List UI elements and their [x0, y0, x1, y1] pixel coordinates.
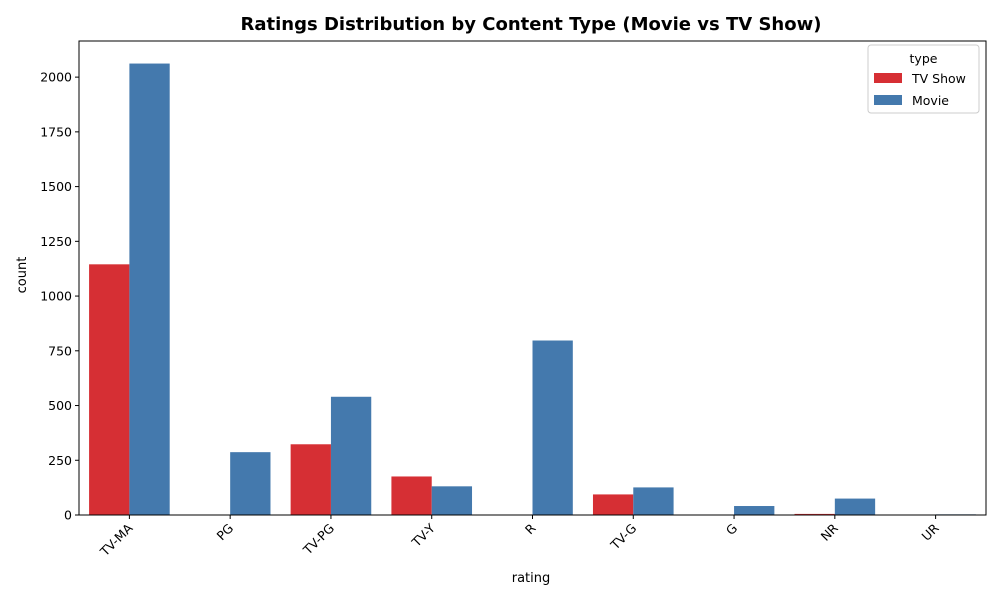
y-tick-label: 1750: [40, 124, 72, 139]
y-tick-label: 750: [48, 343, 72, 358]
legend: type TV Show Movie: [867, 44, 980, 114]
x-tick-label: TV-PG: [299, 521, 337, 559]
legend-swatch: [874, 95, 902, 105]
x-axis-label: rating: [512, 571, 551, 586]
y-tick-label: 2000: [40, 70, 72, 85]
y-axis-label: count: [15, 257, 30, 294]
x-tick-label: PG: [213, 521, 236, 544]
x-tick-label: UR: [919, 520, 942, 543]
bar-tv-show-tv-ma: [89, 264, 130, 515]
bar-movie-g: [734, 506, 775, 515]
y-tick-label: 500: [48, 398, 72, 413]
x-tick-label: G: [723, 521, 740, 538]
y-tick-label: 1000: [40, 289, 72, 304]
legend-title: type: [910, 51, 938, 66]
bar-movie-tv-pg: [330, 396, 372, 515]
bar-tv-show-tv-pg: [290, 444, 331, 515]
bar-tv-show-tv-y: [391, 476, 432, 515]
chart-title: Ratings Distribution by Content Type (Mo…: [241, 14, 822, 35]
y-tick-label: 1250: [40, 234, 72, 249]
x-tick-label: NR: [818, 520, 842, 544]
bar-movie-tv-y: [431, 486, 473, 515]
legend-label: TV Show: [911, 71, 966, 86]
bar-movie-tv-g: [633, 487, 674, 515]
bar-movie-pg: [230, 452, 271, 515]
bar-movie-nr: [834, 498, 876, 515]
y-tick-label: 1500: [40, 179, 72, 194]
x-tick-label: TV-G: [607, 521, 640, 554]
ticks-group: 0 250 500 750 1000 1250 1500 1750 2000 TV-MA PG TV-…: [40, 70, 942, 560]
x-tick-label: TV-Y: [408, 520, 438, 550]
y-tick-label: 250: [48, 453, 72, 468]
legend-swatch: [874, 73, 902, 83]
bars-group: [89, 63, 976, 516]
bar-tv-show-tv-g: [592, 494, 634, 515]
bar-movie-r: [532, 340, 573, 515]
y-tick-label: 0: [64, 508, 72, 523]
x-tick-label: TV-MA: [96, 520, 135, 559]
bar-tv-show-nr: [794, 513, 835, 515]
x-tick-label: R: [522, 520, 539, 537]
bar-movie-tv-ma: [129, 63, 170, 516]
legend-label: Movie: [912, 93, 949, 108]
